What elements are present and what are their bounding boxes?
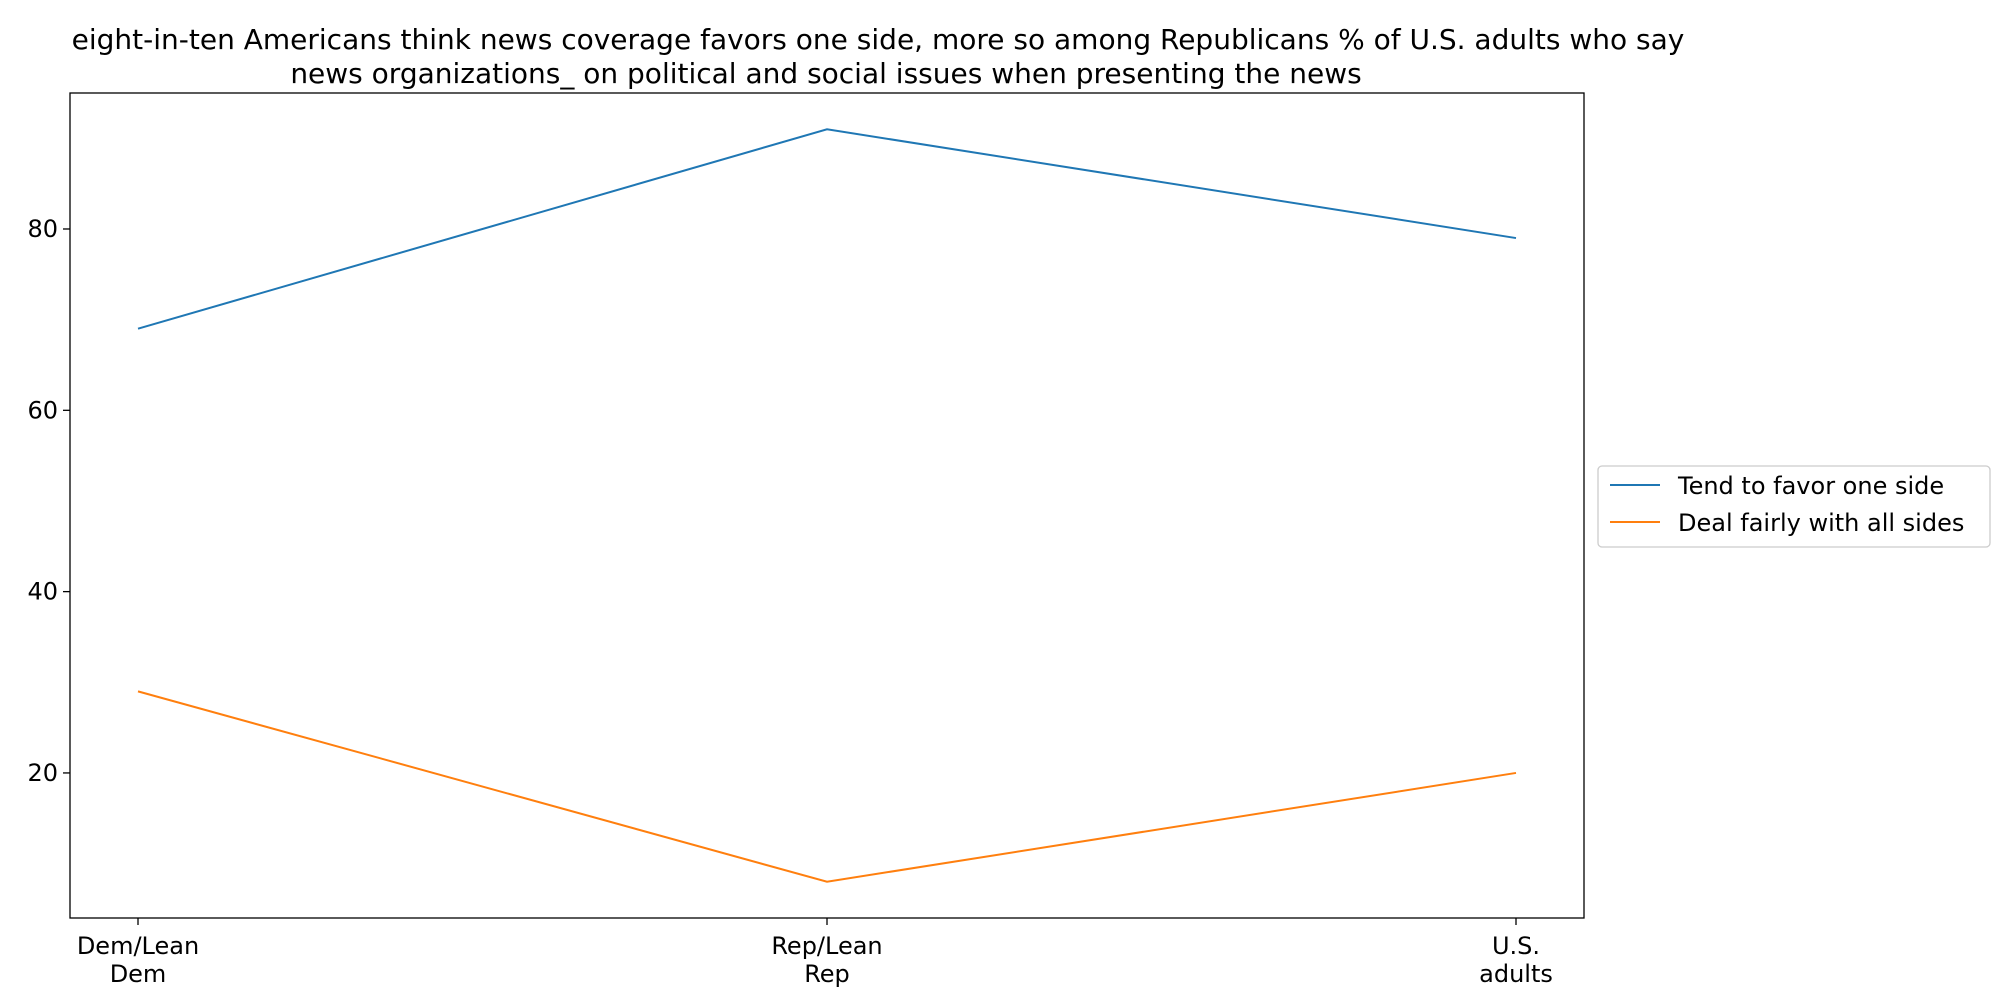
x-tick-label-line: Dem [110,960,167,988]
chart-title-line-1: eight-in-ten Americans think news covera… [72,23,1685,56]
x-tick-label-line: adults [1479,960,1553,988]
y-axis: 20 40 60 80 [27,215,70,787]
chart-title-line-2: news organizations_ on political and soc… [290,57,1361,90]
x-tick-label-line: Dem/Lean [77,932,199,960]
series-line-deal-fairly-with-all-sides [137,690,1517,883]
x-tick-label-line: U.S. [1492,932,1540,960]
x-tick-label-line: Rep/Lean [771,932,882,960]
series-lines [137,128,1517,883]
plot-area-frame [69,92,1585,919]
x-tick-label-line: Rep [804,960,850,988]
y-tick-label-60: 60 [27,396,58,424]
x-tick-label-dem-lean-dem: Dem/Lean Dem [77,932,199,988]
series-line-tend-to-favor-one-side [137,128,1517,330]
legend-label-tend-to-favor-one-side: Tend to favor one side [1677,472,1944,500]
y-tick-label-20: 20 [27,759,58,787]
y-tick-label-40: 40 [27,578,58,606]
y-tick-label-80: 80 [27,215,58,243]
x-tick-label-u-s-adults: U.S. adults [1479,932,1553,988]
legend-box [1597,465,1991,548]
x-tick-label-rep-lean-rep: Rep/Lean Rep [771,932,882,988]
legend-label-deal-fairly-with-all-sides: Deal fairly with all sides [1678,509,1964,537]
legend: Tend to favor one side Deal fairly with … [1597,465,1991,548]
x-axis: Dem/Lean Dem Rep/Lean Rep U.S. adults [77,918,1553,988]
